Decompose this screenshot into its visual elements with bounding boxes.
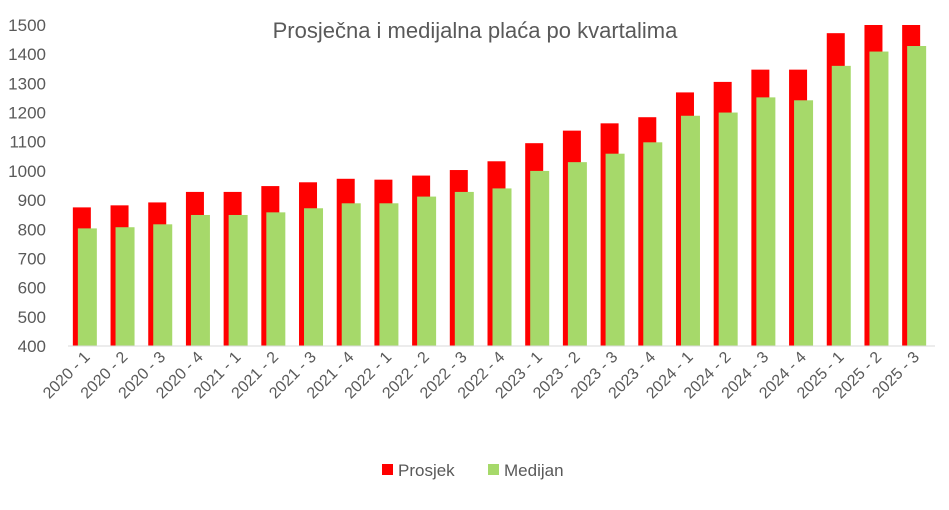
legend-swatch-medijan: [488, 464, 499, 475]
chart-title: Prosječna i medijalna plaća po kvartalim…: [273, 18, 679, 43]
y-tick-label: 900: [18, 191, 46, 210]
bar-medijan: [266, 212, 286, 346]
bar-medijan: [341, 203, 361, 346]
bar-medijan: [228, 214, 248, 346]
bar-medijan: [756, 97, 776, 346]
y-tick-label: 1300: [8, 74, 46, 93]
y-tick-label: 1200: [8, 104, 46, 123]
bar-medijan: [417, 196, 437, 346]
bar-medijan: [605, 153, 625, 346]
bar-medijan: [907, 46, 927, 346]
bar-medijan: [794, 100, 814, 346]
y-tick-label: 500: [18, 308, 46, 327]
bar-medijan: [869, 51, 889, 347]
bar-medijan: [530, 170, 550, 346]
bar-medijan: [190, 214, 210, 346]
legend-swatch-prosjek: [382, 464, 393, 475]
y-tick-label: 800: [18, 220, 46, 239]
y-tick-label: 1400: [8, 45, 46, 64]
bar-medijan: [304, 208, 324, 346]
bar-medijan: [680, 115, 700, 346]
legend-label-medijan: Medijan: [504, 461, 564, 480]
bar-medijan: [718, 112, 738, 346]
bar-medijan: [492, 188, 512, 346]
bar-medijan: [643, 142, 663, 346]
y-tick-label: 1000: [8, 162, 46, 181]
y-tick-label: 400: [18, 337, 46, 356]
bar-medijan: [77, 228, 97, 346]
y-tick-label: 600: [18, 279, 46, 298]
bar-medijan: [153, 224, 173, 346]
y-tick-label: 700: [18, 249, 46, 268]
bar-medijan: [567, 162, 587, 346]
y-tick-label: 1100: [9, 133, 46, 152]
bar-medijan: [831, 65, 851, 346]
bar-medijan: [115, 227, 135, 346]
bar-medijan: [454, 191, 474, 346]
legend-label-prosjek: Prosjek: [398, 461, 455, 480]
bar-medijan: [379, 203, 399, 346]
y-tick-label: 1500: [8, 16, 46, 35]
